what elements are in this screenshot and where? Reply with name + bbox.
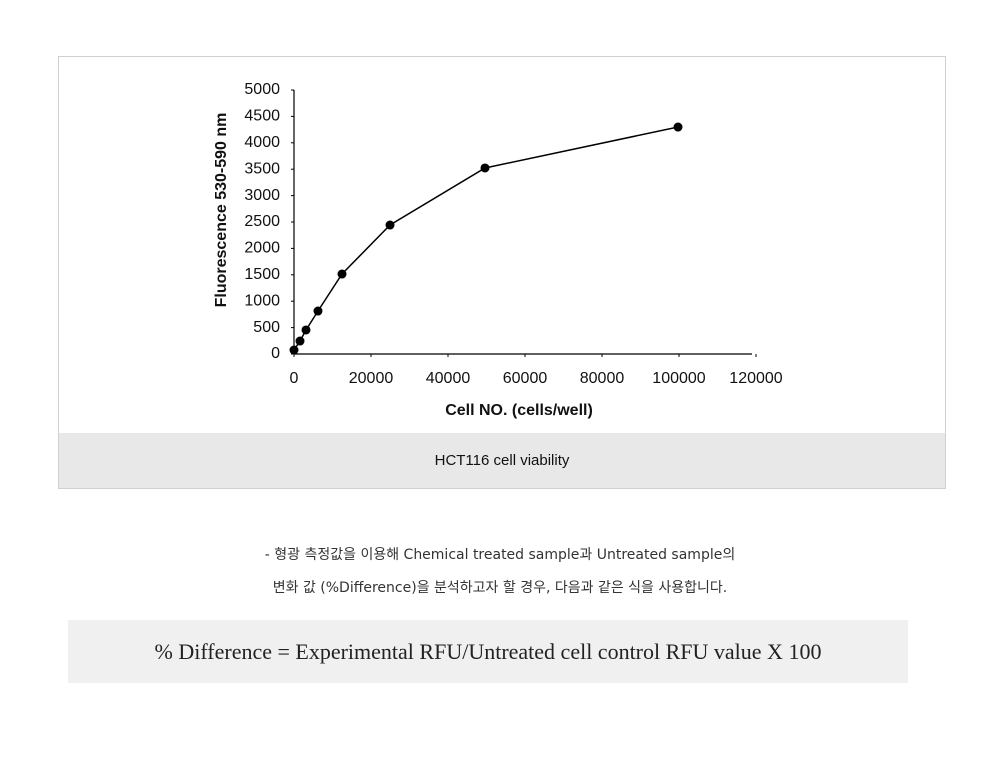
- y-tick-label: 1500: [244, 266, 280, 283]
- y-tick-label: 2500: [244, 213, 280, 230]
- data-point: [301, 325, 311, 335]
- y-axis-label: Fluorescence 530-590 nm: [213, 113, 230, 308]
- y-tick-label: 3500: [244, 160, 280, 177]
- chart-panel: HCT116 cell viability: [58, 56, 946, 489]
- data-point: [313, 306, 323, 316]
- data-line: [293, 126, 679, 351]
- data-point: [480, 163, 490, 173]
- data-point: [385, 220, 395, 230]
- x-tick-label: 40000: [426, 370, 471, 387]
- x-tick-label: 80000: [580, 370, 625, 387]
- x-tick-label: 120000: [729, 370, 782, 387]
- y-tick-label: 5000: [244, 81, 280, 98]
- y-tick-label: 1000: [244, 292, 280, 309]
- y-tick-label: 4500: [244, 108, 280, 125]
- data-point: [289, 345, 299, 355]
- x-tick-label: 0: [290, 370, 299, 387]
- x-axis-label: Cell NO. (cells/well): [445, 402, 593, 419]
- y-tick-label: 0: [271, 345, 280, 362]
- y-tick-label: 2000: [244, 240, 280, 257]
- note-line: - 형광 측정값을 이용해 Chemical treated sample과 U…: [264, 547, 736, 563]
- x-tick-label: 20000: [349, 370, 394, 387]
- x-tick-label: 100000: [652, 370, 705, 387]
- y-tick-label: 4000: [244, 134, 280, 151]
- chart: 0 500 1000 1500 2000 2500 3000 3500 4000 4500 5000…: [213, 81, 783, 419]
- data-point: [673, 122, 683, 132]
- x-tick-label: 60000: [503, 370, 548, 387]
- formula: % Difference = Experimental RFU/Untreate…: [68, 620, 908, 683]
- y-tick-label: 3000: [244, 187, 280, 204]
- chart-caption: HCT116 cell viability: [59, 433, 945, 488]
- y-tick-label: 500: [253, 319, 280, 336]
- data-point: [337, 269, 347, 279]
- note-line: 변화 값 (%Difference)을 분석하고자 할 경우, 다음과 같은 식…: [272, 580, 728, 596]
- data-point: [295, 336, 305, 346]
